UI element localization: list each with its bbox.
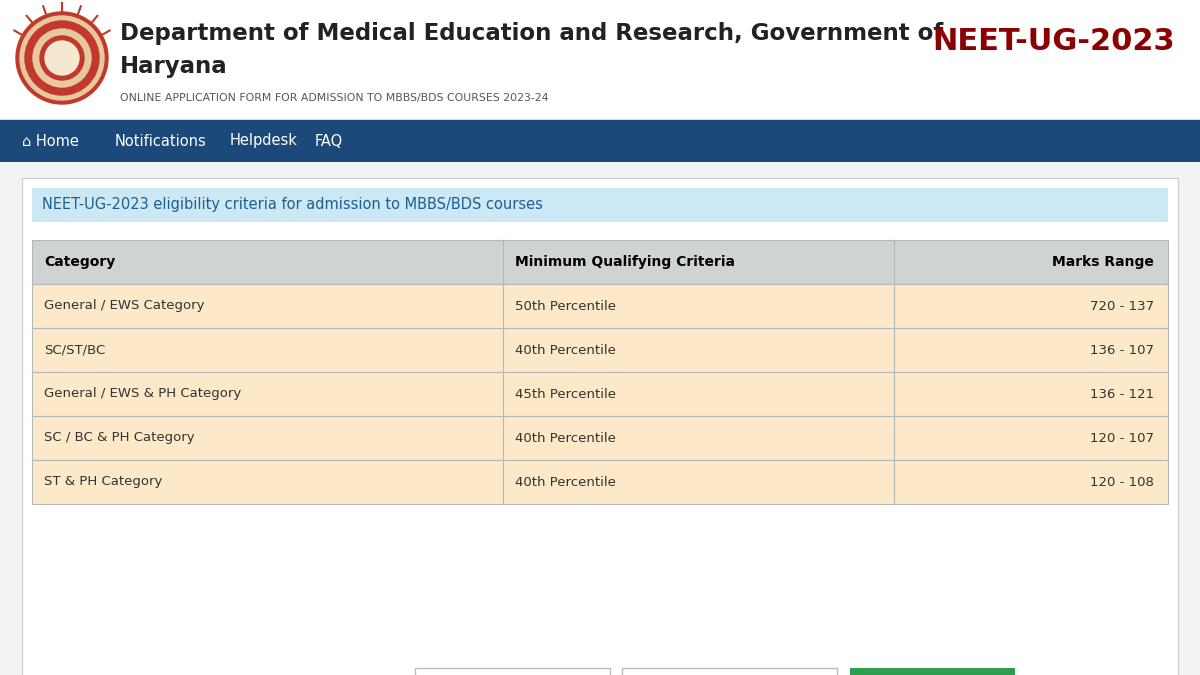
Text: 136 - 121: 136 - 121	[1090, 387, 1154, 400]
Circle shape	[20, 16, 104, 100]
Text: SC / BC & PH Category: SC / BC & PH Category	[44, 431, 194, 445]
Text: 136 - 107: 136 - 107	[1090, 344, 1154, 356]
Bar	[415, 668, 610, 675]
Text: 40th Percentile: 40th Percentile	[515, 344, 616, 356]
Circle shape	[46, 41, 79, 75]
Bar	[850, 668, 1015, 675]
Text: 120 - 107: 120 - 107	[1090, 431, 1154, 445]
Text: 40th Percentile: 40th Percentile	[515, 431, 616, 445]
Text: ONLINE APPLICATION FORM FOR ADMISSION TO MBBS/BDS COURSES 2023-24: ONLINE APPLICATION FORM FOR ADMISSION TO…	[120, 93, 548, 103]
Text: FAQ: FAQ	[314, 134, 343, 148]
Text: General / EWS & PH Category: General / EWS & PH Category	[44, 387, 241, 400]
Text: SC/ST/BC: SC/ST/BC	[44, 344, 106, 356]
Text: 720 - 137: 720 - 137	[1090, 300, 1154, 313]
Circle shape	[40, 36, 84, 80]
Bar	[32, 416, 1168, 460]
Bar	[32, 460, 1168, 504]
Bar	[32, 284, 1168, 328]
Bar	[622, 668, 838, 675]
Bar	[0, 120, 1200, 162]
Text: General / EWS Category: General / EWS Category	[44, 300, 204, 313]
Text: 120 - 108: 120 - 108	[1090, 475, 1154, 489]
Bar	[0, 119, 1200, 121]
Bar	[0, 162, 1200, 675]
Circle shape	[25, 21, 98, 95]
Text: Category: Category	[44, 255, 115, 269]
Text: NEET-UG-2023 eligibility criteria for admission to MBBS/BDS courses: NEET-UG-2023 eligibility criteria for ad…	[42, 198, 542, 213]
Text: Minimum Qualifying Criteria: Minimum Qualifying Criteria	[515, 255, 734, 269]
Bar	[32, 240, 1168, 284]
Circle shape	[16, 12, 108, 104]
Bar	[32, 372, 1168, 416]
Text: 40th Percentile: 40th Percentile	[515, 475, 616, 489]
Text: ⌂ Home: ⌂ Home	[22, 134, 79, 148]
Circle shape	[34, 29, 91, 87]
Bar	[0, 0, 1200, 120]
Bar	[32, 328, 1168, 372]
Text: Department of Medical Education and Research, Government of: Department of Medical Education and Rese…	[120, 22, 943, 45]
Text: 50th Percentile: 50th Percentile	[515, 300, 616, 313]
Bar	[22, 178, 1178, 675]
Text: Helpdesk: Helpdesk	[230, 134, 298, 148]
Text: NEET-UG-2023: NEET-UG-2023	[932, 28, 1175, 57]
Text: Notifications: Notifications	[115, 134, 206, 148]
Bar	[32, 188, 1168, 222]
Text: 45th Percentile: 45th Percentile	[515, 387, 616, 400]
Text: ST & PH Category: ST & PH Category	[44, 475, 162, 489]
Text: Marks Range: Marks Range	[1052, 255, 1154, 269]
Text: Haryana: Haryana	[120, 55, 228, 78]
